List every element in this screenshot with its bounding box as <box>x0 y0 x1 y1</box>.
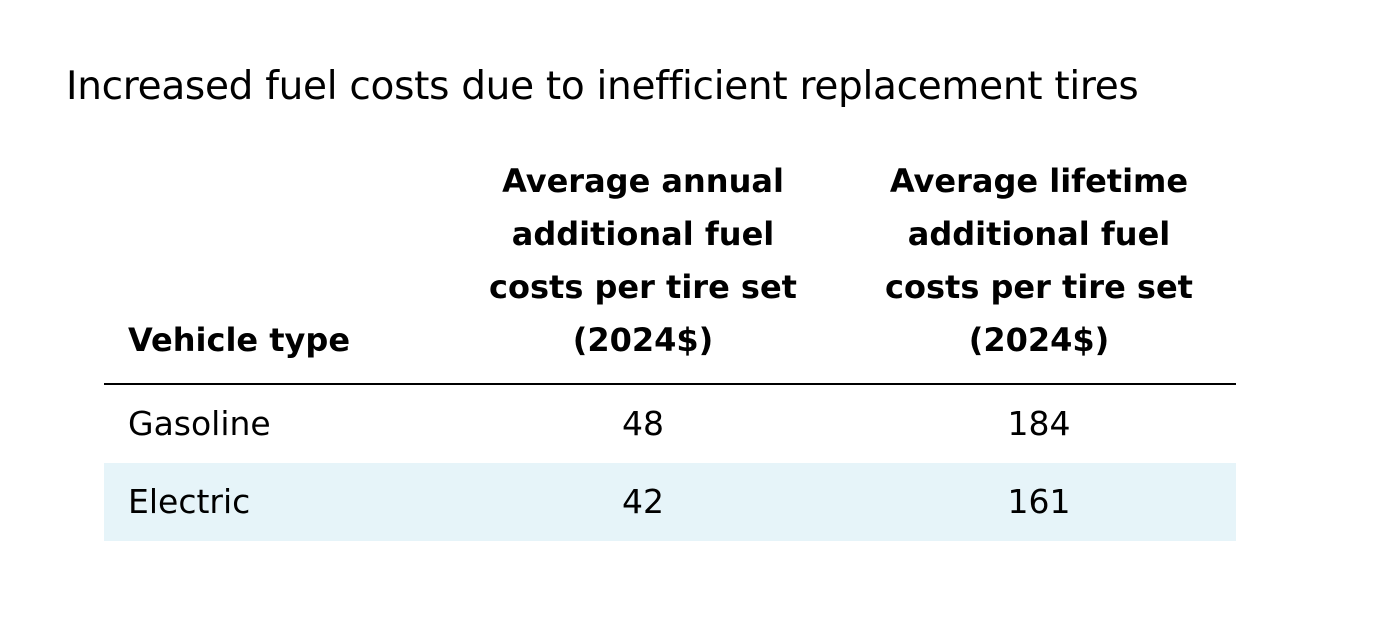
fuel-cost-table: Vehicle type Average annual additional f… <box>104 160 1236 541</box>
column-header-line: Average lifetime <box>889 162 1189 200</box>
column-header-line: (2024$) <box>968 321 1110 359</box>
vehicle-type-cell: Gasoline <box>128 404 271 443</box>
column-header-line: Vehicle type <box>128 321 351 359</box>
column-header-line: additional fuel <box>907 215 1171 253</box>
column-header-line: (2024$) <box>572 321 714 359</box>
vehicle-type-cell: Electric <box>128 482 251 521</box>
chart-title: Increased fuel costs due to inefficient … <box>66 64 1139 109</box>
lifetime-cost-cell: 184 <box>1007 404 1071 443</box>
table-row-gasoline: Gasoline 48 184 <box>104 385 1236 463</box>
column-header-line: costs per tire set <box>489 268 797 306</box>
column-header-lifetime-cost: Average lifetime additional fuel costs p… <box>849 155 1229 367</box>
lifetime-cost-cell: 161 <box>1007 482 1071 521</box>
annual-cost-cell: 48 <box>622 404 664 443</box>
annual-cost-cell: 42 <box>622 482 664 521</box>
column-header-line: costs per tire set <box>885 268 1193 306</box>
column-header-vehicle-type: Vehicle type <box>128 314 350 367</box>
table-header-row: Vehicle type Average annual additional f… <box>104 160 1236 385</box>
column-header-line: additional fuel <box>511 215 775 253</box>
column-header-line: Average annual <box>502 162 784 200</box>
table-row-electric: Electric 42 161 <box>104 463 1236 541</box>
column-header-annual-cost: Average annual additional fuel costs per… <box>458 155 828 367</box>
